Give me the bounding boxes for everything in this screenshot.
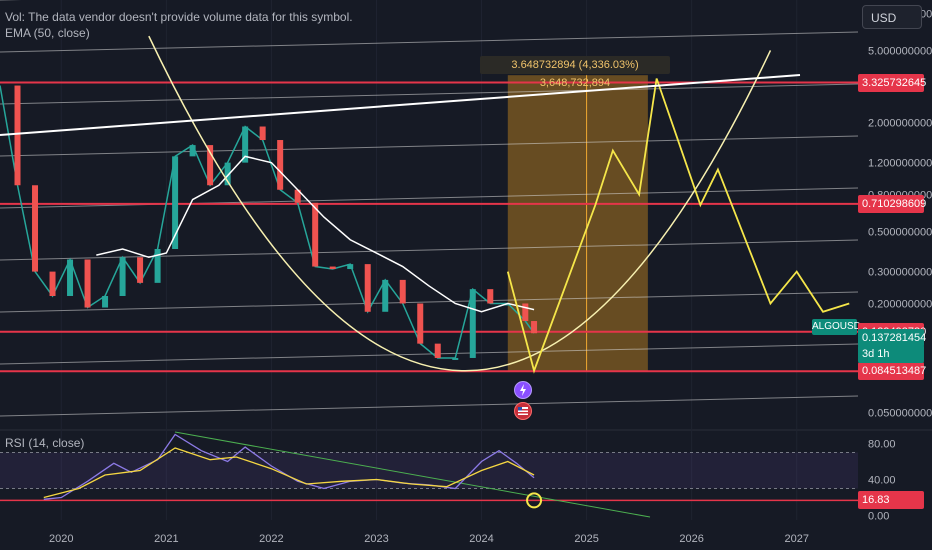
ema-line <box>96 155 535 313</box>
rsi-highlight-circle <box>526 492 543 509</box>
channel-line <box>0 83 859 105</box>
time-axis-label: 2022 <box>259 533 283 545</box>
candle <box>329 266 336 270</box>
time-axis-label: 2027 <box>784 533 808 545</box>
lightning-icon[interactable] <box>514 381 532 399</box>
rsi-trendline[interactable] <box>174 431 651 518</box>
candle <box>154 248 161 283</box>
price-axis-label: 0.200000000 <box>868 298 932 310</box>
price-axis-label: 0.300000000 <box>868 267 932 279</box>
symbol-label: ALGOUSD <box>812 319 861 335</box>
candle <box>452 357 459 360</box>
rsi-ma-line <box>43 447 535 499</box>
candle <box>242 126 249 163</box>
candle <box>49 271 56 296</box>
candle <box>469 289 476 358</box>
measure-callout: 3.648732894 (4,336.03%) 3,648,732,894 <box>480 56 670 89</box>
price-axis-label: 0.500000000 <box>868 226 932 238</box>
price-axis-label: 0.050000000 <box>868 407 932 419</box>
time-axis-label: 2021 <box>154 533 178 545</box>
level-price-tag: 0.084513487 <box>858 362 926 381</box>
candle <box>487 289 494 304</box>
price-axis-label: 2.000000000 <box>868 117 932 129</box>
currency-button[interactable]: USD <box>862 5 922 29</box>
candle <box>399 279 406 304</box>
rsi-axis-label: 40.00 <box>868 475 896 487</box>
rsi-axis-label: 0.00 <box>868 511 889 523</box>
candle <box>531 321 538 334</box>
volume-note: Vol: The data vendor doesn't provide vol… <box>5 10 353 24</box>
candle <box>294 189 301 203</box>
candle <box>119 257 126 296</box>
candle <box>14 85 21 186</box>
time-axis-label: 2025 <box>574 533 598 545</box>
rsi-indicator-label[interactable]: RSI (14, close) <box>5 436 85 450</box>
level-price-tag: 0.710298609 <box>858 194 926 213</box>
candle <box>504 303 511 306</box>
rsi-value-tag: 16.83 <box>858 491 924 510</box>
rsi-line <box>43 433 535 500</box>
trendline[interactable] <box>0 74 801 136</box>
candle <box>522 303 529 322</box>
candle <box>102 295 109 308</box>
candle <box>84 259 91 308</box>
channel-line <box>0 239 859 261</box>
time-axis-label: 2026 <box>679 533 703 545</box>
candle <box>67 259 74 296</box>
rsi-band <box>0 452 858 489</box>
channel-line <box>0 395 859 417</box>
channel-line <box>0 135 859 157</box>
rsi-axis-label: 80.00 <box>868 439 896 451</box>
current-price-tag: 0.137281454 <box>858 329 926 348</box>
time-axis-label: 2024 <box>469 533 493 545</box>
candle <box>207 145 214 186</box>
candle <box>417 303 424 344</box>
ema-indicator-label[interactable]: EMA (50, close) <box>5 26 90 40</box>
channel-line <box>0 31 859 53</box>
candle <box>347 264 354 270</box>
price-axis-label: 1.200000000 <box>868 158 932 170</box>
candle <box>259 126 266 141</box>
candle <box>172 156 179 249</box>
time-axis-label: 2020 <box>49 533 73 545</box>
candle <box>189 145 196 157</box>
channel-line <box>0 291 859 313</box>
candle <box>312 202 319 267</box>
candle <box>382 279 389 312</box>
time-axis-label: 2023 <box>364 533 388 545</box>
bar-countdown: 3d 1h <box>858 345 924 364</box>
parabolic-curve <box>148 35 772 372</box>
us-flag-icon[interactable] <box>514 402 532 420</box>
candle <box>434 343 441 358</box>
candle <box>224 162 231 186</box>
candle <box>364 264 371 312</box>
price-axis-label: 5.000000000 <box>868 45 932 57</box>
candle <box>137 257 144 283</box>
channel-line <box>0 343 859 365</box>
projection-path <box>506 78 850 374</box>
candle <box>277 140 284 190</box>
candle <box>32 185 39 272</box>
level-price-tag: 3.325732645 <box>858 73 926 92</box>
